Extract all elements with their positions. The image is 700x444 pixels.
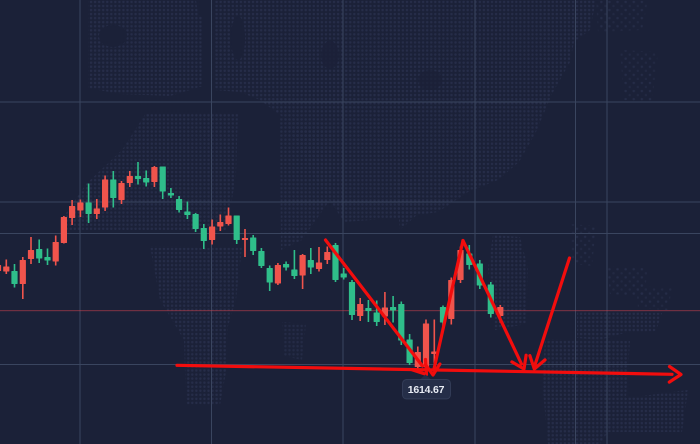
svg-text:1614.67: 1614.67	[408, 384, 445, 396]
